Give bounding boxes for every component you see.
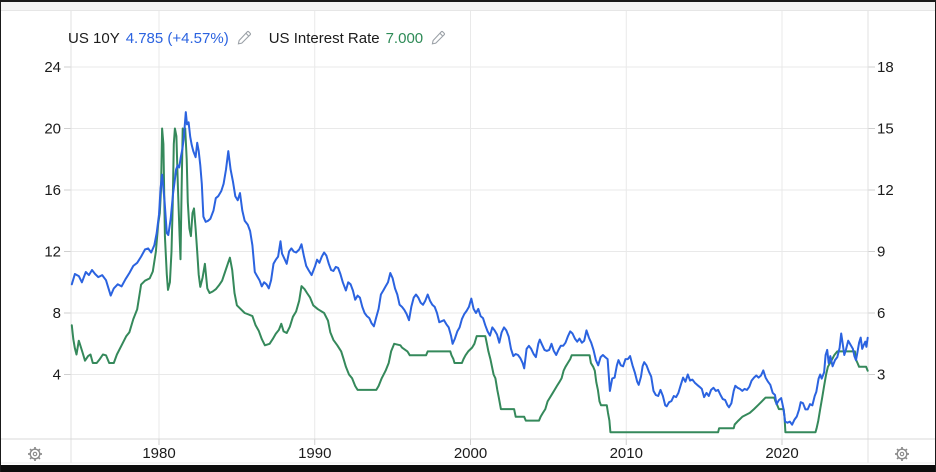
legend-label-us-interest-rate: US Interest Rate	[268, 29, 380, 47]
pencil-icon	[431, 31, 446, 45]
series-line-us-interest-rate[interactable]	[70, 127, 869, 434]
x-axis-label: 1990	[298, 445, 331, 462]
pencil-icon	[237, 31, 251, 45]
x-axis-label: 1980	[142, 445, 175, 462]
legend-value-us-10y[interactable]: 4.785 (+4.57%)	[125, 29, 229, 47]
right-axis-label: 3	[877, 367, 885, 384]
edit-pencil-icon[interactable]	[236, 30, 252, 46]
left-axis-label: 8	[53, 305, 61, 322]
right-axis-settings-gear-icon[interactable]	[893, 445, 911, 463]
left-axis-label: 4	[53, 367, 61, 384]
chart-legend: US 10Y 4.785 (+4.57%) US Interest Rate 7…	[68, 28, 463, 48]
edit-pencil-icon[interactable]	[430, 30, 446, 46]
left-axis-settings-gear-icon[interactable]	[26, 445, 44, 463]
right-axis-label: 18	[877, 59, 894, 76]
window-bottom-edge	[1, 465, 935, 472]
left-axis-label: 24	[44, 59, 61, 76]
left-axis-label: 16	[44, 182, 61, 199]
right-axis-label: 6	[877, 305, 885, 322]
gear-icon	[894, 446, 910, 462]
x-axis-label: 2020	[765, 445, 798, 462]
legend-value-us-interest-rate[interactable]: 7.000	[385, 29, 424, 47]
top-band	[1, 2, 935, 11]
right-axis-label: 15	[877, 121, 894, 138]
left-axis-label: 20	[44, 121, 61, 138]
x-axis-label: 2000	[454, 445, 487, 462]
right-axis-label: 9	[877, 244, 885, 261]
left-axis-label: 12	[44, 244, 61, 261]
x-axis-label: 2010	[610, 445, 643, 462]
gear-icon	[27, 446, 43, 462]
series-line-us-10y[interactable]	[70, 111, 869, 426]
right-axis-label: 12	[877, 182, 894, 199]
legend-label-us-10y: US 10Y	[68, 29, 120, 47]
